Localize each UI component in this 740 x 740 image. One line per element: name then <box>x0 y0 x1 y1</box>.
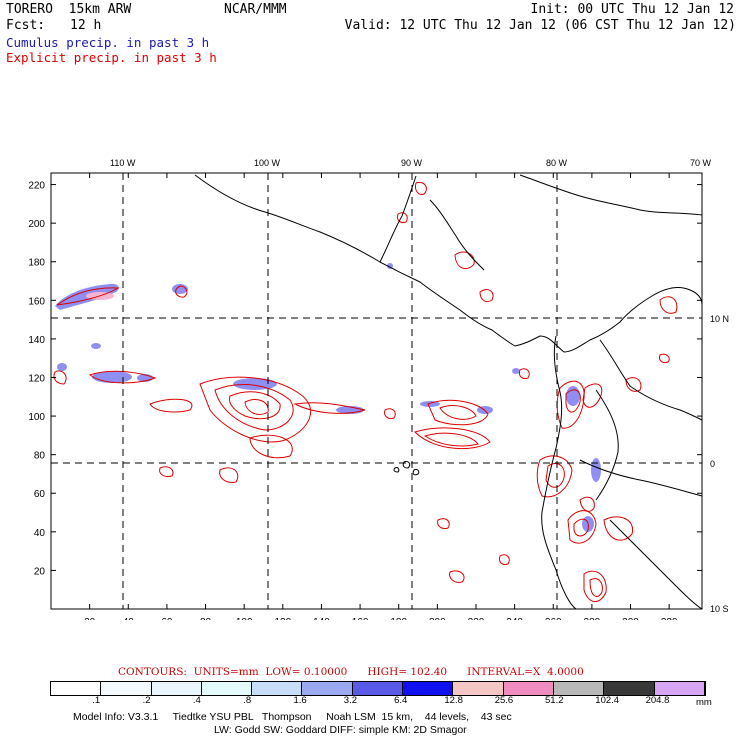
precip-map: 110 W 100 W 90 W 80 W 70 W 10 N 0 10 S 2… <box>28 158 729 620</box>
explicit-legend: Explicit precip. in past 3 h <box>6 50 217 65</box>
x-tick-label: 160 <box>352 617 369 620</box>
lon-label-80w: 80 W <box>546 158 568 168</box>
x-tick-label: 20 <box>84 617 96 620</box>
y-tick-label: 180 <box>28 258 45 269</box>
y-tick-label: 100 <box>28 412 45 423</box>
lon-label-100w: 100 W <box>254 158 281 168</box>
colorbar-label: 12.8 <box>444 695 463 706</box>
latlon-grid <box>51 173 702 609</box>
center-name: NCAR/MMM <box>224 2 287 17</box>
x-tick-label: 80 <box>200 617 212 620</box>
x-tick-label: 320 <box>661 617 678 620</box>
colorbar-swatch <box>453 682 504 695</box>
colorbar-swatch <box>352 682 404 695</box>
colorbar-swatch <box>201 682 253 695</box>
colorbar-swatch <box>101 682 152 695</box>
x-axis-ticks <box>89 173 670 609</box>
x-tick-label: 40 <box>123 617 135 620</box>
x-tick-label: 60 <box>161 617 173 620</box>
x-tick-label: 240 <box>506 617 523 620</box>
valid-time: Valid: 12 UTC Thu 12 Jan 12 (06 CST Thu … <box>344 18 736 33</box>
colorbar-label: 3.2 <box>343 695 358 706</box>
colorbar-swatch <box>252 682 303 695</box>
x-tick-label: 120 <box>274 617 291 620</box>
colorbar-label: .4 <box>192 695 201 706</box>
explicit-precip-contours <box>53 181 678 602</box>
forecast-hours: 12 h <box>70 18 102 33</box>
colorbar-label: 51.2 <box>545 695 564 706</box>
colorbar-label: 1.6 <box>293 695 307 706</box>
x-tick-label: 100 <box>236 617 253 620</box>
cumulus-legend: Cumulus precip. in past 3 h <box>6 35 210 50</box>
y-tick-label: 220 <box>28 181 45 192</box>
lat-labels: 10 N 0 10 S <box>710 314 729 614</box>
y-tick-label: 140 <box>28 335 45 346</box>
colorbar-label: 6.4 <box>394 695 408 706</box>
colorbar-label: 25.6 <box>494 695 514 706</box>
precip-colorbar <box>50 681 706 696</box>
colorbar-label: .1 <box>92 695 101 706</box>
y-tick-label: 120 <box>28 373 45 384</box>
y-tick-label: 20 <box>34 566 46 577</box>
lon-label-110w: 110 W <box>110 158 136 168</box>
colorbar-label: 102.4 <box>595 695 620 706</box>
colorbar-swatch <box>553 682 605 695</box>
colorbar-swatch <box>151 682 202 695</box>
y-tick-label: 200 <box>28 219 45 230</box>
x-tick-label: 200 <box>429 617 446 620</box>
y-tick-label: 160 <box>28 296 45 307</box>
colorbar-label: .2 <box>142 695 151 706</box>
colorbar-swatch <box>302 682 353 695</box>
colorbar-label: .8 <box>243 695 252 706</box>
x-tick-label: 180 <box>390 617 407 620</box>
lat-label-10n: 10 N <box>710 314 729 324</box>
contour-info: CONTOURS: UNITS=mm LOW= 0.10000 HIGH= 10… <box>118 666 584 678</box>
x-tick-label: 300 <box>622 617 639 620</box>
lat-label-0: 0 <box>710 459 715 469</box>
lon-labels: 110 W 100 W 90 W 80 W 70 W <box>110 158 712 168</box>
x-tick-label: 260 <box>545 617 562 620</box>
coastlines <box>194 174 703 610</box>
lon-label-70w: 70 W <box>690 158 712 168</box>
x-tick-label: 220 <box>468 617 485 620</box>
init-time: Init: 00 UTC Thu 12 Jan 12 <box>530 2 735 17</box>
colorbar-unit: mm <box>696 697 712 708</box>
x-tick-label: 140 <box>313 617 330 620</box>
y-axis-ticks <box>51 184 702 571</box>
model-physics: LW: Godd SW: Goddard DIFF: simple KM: 2D… <box>214 724 467 736</box>
y-tick-label: 60 <box>34 489 46 500</box>
colorbar-label: 204.8 <box>645 695 670 706</box>
y-tick-labels: 220 200 180 160 140 120 100 80 60 40 20 <box>28 181 45 578</box>
colorbar-swatch <box>654 682 705 695</box>
colorbar-swatch <box>604 682 655 695</box>
lat-label-10s: 10 S <box>710 604 729 614</box>
lon-label-90w: 90 W <box>401 158 423 168</box>
colorbar-swatch <box>503 682 554 695</box>
forecast-label: Fcst: <box>6 18 46 33</box>
colorbar-swatch <box>403 682 454 695</box>
y-tick-label: 40 <box>34 528 46 539</box>
x-tick-labels: 20 40 60 80 100 120 140 160 180 200 220 240 260 280 30… <box>84 617 678 620</box>
colorbar-swatch <box>51 682 102 695</box>
y-tick-label: 80 <box>34 451 46 462</box>
model-title: TORERO 15km ARW <box>6 2 132 17</box>
x-tick-label: 280 <box>584 617 601 620</box>
plot-frame <box>50 172 703 610</box>
model-info: Model Info: V3.3.1 Tiedtke YSU PBL Thomp… <box>73 711 512 723</box>
